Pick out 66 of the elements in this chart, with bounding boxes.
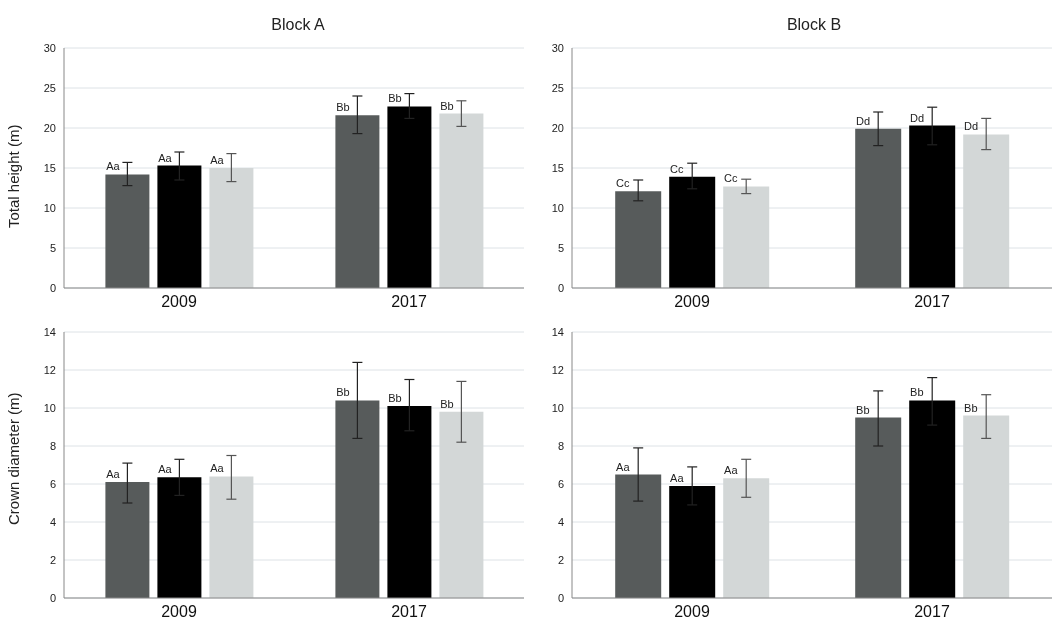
data-label: Aa bbox=[616, 460, 631, 473]
x-tick-label: 2017 bbox=[391, 293, 427, 311]
x-tick-label: 2009 bbox=[161, 603, 197, 621]
y-axis-title: Crown diameter (m) bbox=[5, 392, 23, 525]
y-tick-label: 10 bbox=[43, 201, 56, 214]
y-tick-label: 20 bbox=[551, 121, 564, 134]
y-tick-label: 4 bbox=[557, 515, 564, 528]
data-label: Aa bbox=[670, 471, 685, 484]
data-label: Bb bbox=[336, 386, 350, 399]
data-label: Aa bbox=[210, 462, 225, 475]
data-label: Cc bbox=[724, 172, 739, 185]
data-label: Aa bbox=[210, 154, 225, 166]
y-tick-label: 14 bbox=[551, 325, 564, 338]
y-tick-label: 6 bbox=[557, 477, 564, 490]
y-tick-label: 4 bbox=[49, 515, 56, 528]
data-label: Bb bbox=[910, 386, 924, 399]
data-label: Bb bbox=[336, 101, 350, 114]
y-tick-label: 0 bbox=[49, 281, 56, 294]
chart-title: Block A bbox=[271, 16, 326, 33]
x-tick-label: 2017 bbox=[914, 293, 950, 311]
data-label: Bb bbox=[388, 392, 402, 405]
x-tick-label: 2017 bbox=[914, 603, 950, 621]
x-tick-label: 2017 bbox=[391, 603, 427, 621]
y-tick-label: 20 bbox=[43, 121, 56, 134]
y-tick-label: 12 bbox=[551, 363, 564, 376]
data-label: Dd bbox=[910, 111, 925, 124]
data-label: Aa bbox=[106, 160, 121, 173]
y-tick-label: 2 bbox=[49, 553, 56, 566]
y-tick-label: 5 bbox=[557, 241, 564, 254]
data-label: Bb bbox=[388, 92, 402, 105]
x-tick-label: 2009 bbox=[161, 293, 197, 311]
data-label: Dd bbox=[964, 120, 979, 133]
y-axis-title: Total height (m) bbox=[5, 124, 23, 228]
data-label: Cc bbox=[616, 177, 631, 190]
y-tick-label: 8 bbox=[557, 439, 564, 452]
y-tick-label: 25 bbox=[43, 81, 56, 94]
y-tick-label: 15 bbox=[551, 161, 564, 174]
x-tick-label: 2009 bbox=[674, 293, 710, 311]
x-tick-label: 2009 bbox=[674, 603, 710, 621]
y-tick-label: 12 bbox=[43, 363, 56, 376]
y-tick-label: 14 bbox=[43, 325, 56, 338]
y-tick-label: 10 bbox=[551, 401, 564, 414]
y-tick-label: 5 bbox=[49, 241, 56, 254]
data-label: Aa bbox=[724, 464, 739, 477]
y-tick-label: 0 bbox=[557, 591, 564, 604]
data-label: Bb bbox=[964, 401, 978, 414]
y-tick-label: 2 bbox=[557, 553, 564, 566]
y-tick-label: 6 bbox=[49, 477, 56, 490]
data-label: Aa bbox=[106, 468, 121, 481]
y-tick-label: 30 bbox=[551, 41, 564, 54]
y-tick-label: 25 bbox=[551, 81, 564, 94]
y-tick-label: 8 bbox=[49, 439, 56, 452]
y-tick-label: 10 bbox=[43, 401, 56, 414]
data-label: Aa bbox=[158, 151, 173, 164]
data-label: Cc bbox=[670, 162, 685, 175]
y-tick-label: 15 bbox=[43, 161, 56, 174]
data-label: Bb bbox=[440, 99, 454, 112]
y-tick-label: 10 bbox=[551, 201, 564, 214]
y-tick-label: 0 bbox=[557, 281, 564, 294]
chart-title: Block B bbox=[786, 16, 842, 33]
data-label: Aa bbox=[158, 463, 173, 476]
data-label: Dd bbox=[856, 114, 871, 127]
data-label: Bb bbox=[856, 403, 870, 416]
data-label: Bb bbox=[440, 397, 454, 410]
y-tick-label: 30 bbox=[43, 41, 56, 54]
y-tick-label: 0 bbox=[49, 591, 56, 604]
